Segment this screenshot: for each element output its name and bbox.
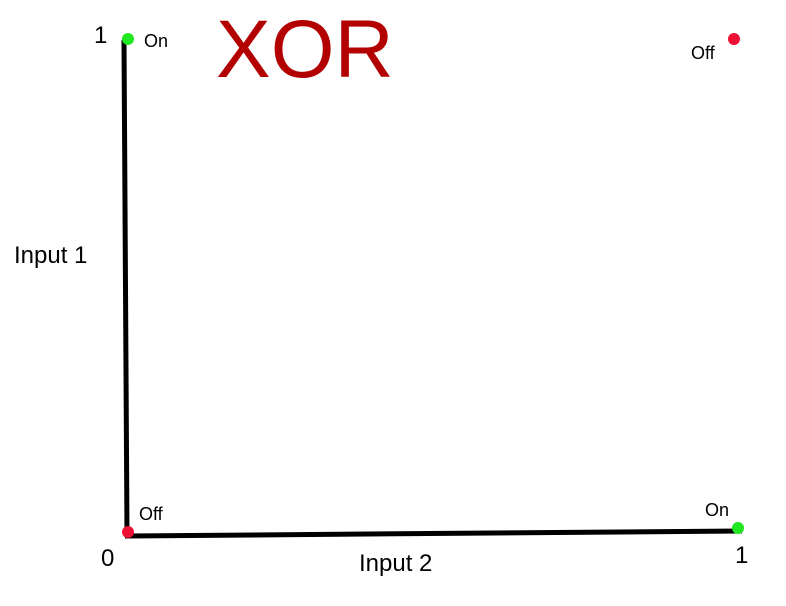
chart-title: XOR xyxy=(216,4,394,95)
x-tick-1: 1 xyxy=(735,542,748,569)
y-axis xyxy=(121,39,130,537)
x-tick-0: 0 xyxy=(101,545,114,572)
point-label: On xyxy=(144,31,168,51)
data-point-off xyxy=(728,33,740,45)
point-label: Off xyxy=(139,504,164,524)
point-label: Off xyxy=(691,43,716,63)
y-axis-label: Input 1 xyxy=(14,242,87,269)
x-axis-label: Input 2 xyxy=(359,550,432,577)
point-label: On xyxy=(705,500,729,520)
x-axis xyxy=(124,528,743,539)
y-tick-1: 1 xyxy=(94,22,107,49)
data-point-off xyxy=(122,526,134,538)
data-point-on xyxy=(122,33,134,45)
data-point-on xyxy=(732,522,744,534)
